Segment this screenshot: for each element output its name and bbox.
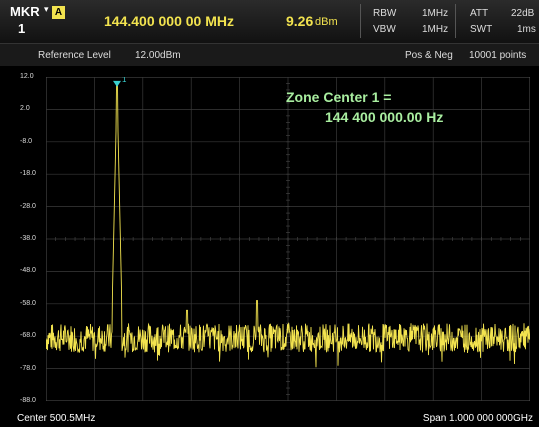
marker-triangle-icon[interactable] [113, 80, 121, 87]
swt-label: SWT [470, 24, 493, 35]
marker-tag: 1 [122, 77, 127, 84]
vbw-label: VBW [373, 24, 396, 35]
dropdown-caret-icon[interactable]: ▾ [44, 4, 49, 14]
y-tick-label: -48.0 [20, 267, 36, 275]
vbw-value: 1MHz [422, 24, 449, 35]
marker-amplitude-unit: dBm [315, 16, 338, 28]
spectrum-plot: 1 Zone Center 1 = 144 400 000.00 Hz [46, 77, 530, 401]
status-footer: Center 500.5MHz Span 1.000 000 000GHz [0, 410, 539, 427]
zone-center-label: Zone Center 1 = [286, 89, 392, 105]
y-tick-label: 12.0 [20, 73, 34, 80]
settings-bar: Reference Level 12.00dBm Pos & Neg 10001… [0, 44, 539, 66]
y-tick-label: -78.0 [20, 364, 36, 372]
spectrum-graph: 1 [46, 77, 530, 401]
y-tick-label: 2.0 [20, 105, 30, 113]
y-tick-label: -8.0 [20, 137, 33, 145]
y-tick-label: -88.0 [20, 397, 36, 404]
header-divider [455, 4, 456, 38]
y-tick-label: -18.0 [20, 170, 36, 178]
frequency-span: Span 1.000 000 000GHz [422, 413, 533, 424]
trace-badge: A [52, 6, 65, 19]
att-label: ATT [470, 8, 489, 19]
marker-selector[interactable]: MKR ▾ 1 [0, 0, 49, 43]
header-divider [360, 4, 361, 38]
swt-value: 1ms [517, 24, 536, 35]
att-value: 22dB [511, 8, 535, 19]
marker-header: MKR ▾ 1 A 144.400 000 00 MHz 9.26 dBm RB… [0, 0, 539, 44]
y-tick-label: -38.0 [20, 235, 36, 242]
y-tick-label: -28.0 [20, 202, 36, 210]
y-tick-label: -58.0 [20, 299, 36, 307]
marker-frequency: 144.400 000 00 MHz [104, 13, 234, 29]
rbw-value: 1MHz [422, 8, 449, 19]
reference-level-value: 12.00dBm [135, 50, 181, 61]
rbw-label: RBW [373, 8, 397, 19]
marker-label: MKR [10, 4, 40, 19]
sweep-points: 10001 points [469, 50, 527, 61]
marker-number: 1 [18, 21, 26, 36]
spectrum-trace [46, 85, 530, 368]
center-frequency: Center 500.5MHz [17, 413, 96, 424]
marker-amplitude: 9.26 [286, 13, 314, 29]
y-tick-label: -68.0 [20, 332, 36, 340]
zone-center-value: 144 400 000.00 Hz [325, 109, 444, 125]
reference-level-label: Reference Level [38, 50, 111, 61]
detector-mode: Pos & Neg [405, 50, 453, 61]
